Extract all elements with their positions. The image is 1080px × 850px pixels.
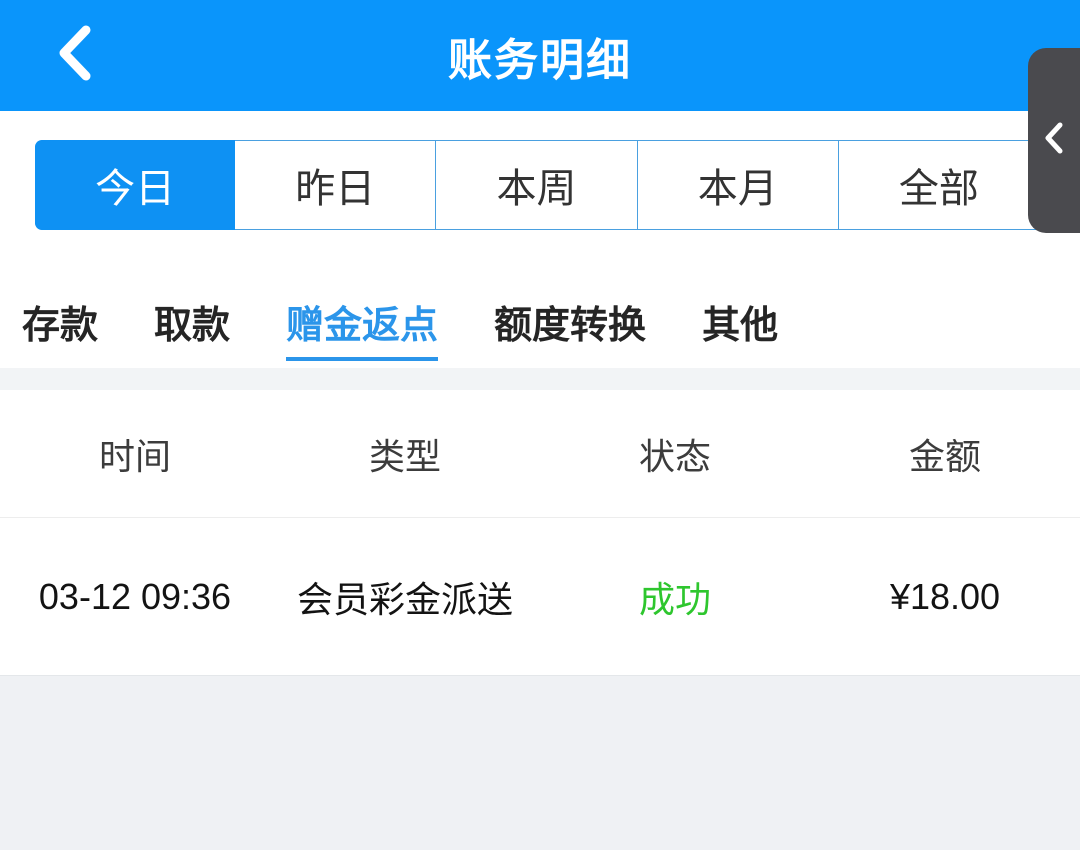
date-range-tabs: 今日 昨日 本周 本月 全部 xyxy=(35,140,1040,230)
column-header-time: 时间 xyxy=(98,435,171,477)
filter-quota-transfer[interactable]: 额度转换 xyxy=(494,305,647,347)
cell-type: 会员彩金派送 xyxy=(296,579,513,620)
header-bar: 账务明细 xyxy=(0,0,1080,111)
column-header-amount: 金额 xyxy=(908,435,981,477)
empty-area xyxy=(0,675,1080,850)
table-header-row: 时间 类型 状态 金额 xyxy=(0,390,1080,518)
category-filters: 存款 取款 赠金返点 额度转换 其他 xyxy=(22,294,778,361)
column-header-type: 类型 xyxy=(368,435,441,477)
chevron-left-icon xyxy=(55,25,93,86)
tab-this-week[interactable]: 本周 xyxy=(436,141,638,229)
tab-this-month[interactable]: 本月 xyxy=(637,141,839,229)
drawer-collapse-handle[interactable] xyxy=(1028,48,1080,233)
filter-bonus-rebate[interactable]: 赠金返点 xyxy=(286,294,439,361)
page-title: 账务明细 xyxy=(448,35,632,85)
filter-withdrawal[interactable]: 取款 xyxy=(154,305,231,347)
back-button[interactable] xyxy=(34,0,114,111)
column-header-status: 状态 xyxy=(638,435,711,477)
table-row[interactable]: 03-12 09:36 会员彩金派送 成功 ¥18.00 xyxy=(0,519,1080,675)
tab-all[interactable]: 全部 xyxy=(838,141,1040,229)
filter-deposit[interactable]: 存款 xyxy=(22,305,99,347)
status-badge: 成功 xyxy=(638,579,711,620)
chevron-left-icon xyxy=(1043,121,1065,160)
cell-time: 03-12 09:36 xyxy=(38,576,232,617)
filter-other[interactable]: 其他 xyxy=(702,305,779,347)
tab-yesterday[interactable]: 昨日 xyxy=(235,141,437,229)
section-divider xyxy=(0,368,1080,390)
tab-today[interactable]: 今日 xyxy=(35,140,236,230)
cell-amount: ¥18.00 xyxy=(889,576,1001,617)
